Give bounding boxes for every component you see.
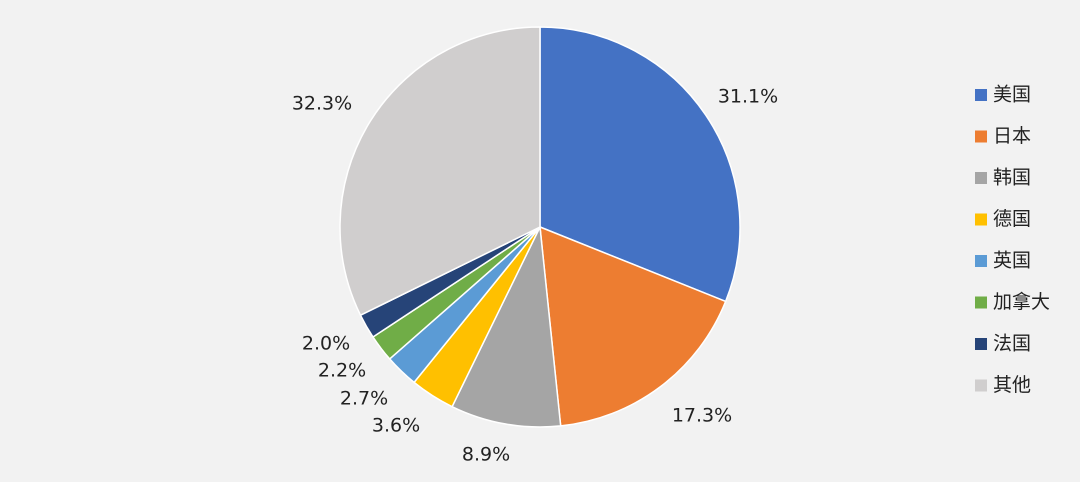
legend-swatch <box>975 255 987 267</box>
legend-label: 其他 <box>993 374 1031 396</box>
legend-label: 法国 <box>993 333 1031 355</box>
pie-slice-8 <box>339 26 541 316</box>
data-label-5: 2.7% <box>340 388 388 410</box>
legend-label: 德国 <box>993 208 1031 230</box>
legend-item-3: 韩国 <box>975 167 1031 189</box>
pie-slice-3 <box>451 226 562 428</box>
legend-item-8: 其他 <box>975 374 1031 396</box>
legend-label: 美国 <box>993 84 1031 106</box>
data-label-6: 2.2% <box>318 360 366 382</box>
legend-item-2: 日本 <box>975 125 1031 147</box>
legend-swatch <box>975 89 987 101</box>
data-label-4: 3.6% <box>372 415 420 437</box>
legend-swatch <box>975 296 987 309</box>
data-label-7: 2.0% <box>302 333 350 355</box>
pie-data-labels: 31.1% 17.3% 8.9% 3.6% 2.7% 2.2% 2.0% 32.3% <box>292 86 778 466</box>
legend-swatch <box>975 172 987 184</box>
legend-swatch <box>975 130 987 143</box>
pie-slice-1 <box>539 26 741 303</box>
legend-item-7: 法国 <box>975 333 1031 355</box>
legend-swatch <box>975 213 987 226</box>
legend-swatch <box>975 379 987 392</box>
legend-item-5: 英国 <box>975 250 1031 272</box>
data-label-8: 32.3% <box>292 93 352 115</box>
legend-item-6: 加拿大 <box>975 290 1050 313</box>
legend-label: 英国 <box>993 250 1031 272</box>
pie-slices <box>339 26 741 428</box>
legend-label: 加拿大 <box>993 290 1050 313</box>
legend-swatch <box>975 338 987 350</box>
pie-slice-2 <box>539 226 727 427</box>
legend-label: 日本 <box>993 125 1031 147</box>
data-label-1: 31.1% <box>718 86 778 108</box>
legend-item-4: 德国 <box>975 208 1031 230</box>
legend-item-1: 美国 <box>975 84 1031 106</box>
legend-label: 韩国 <box>993 167 1031 189</box>
data-label-3: 8.9% <box>462 444 510 466</box>
data-label-2: 17.3% <box>672 405 732 427</box>
